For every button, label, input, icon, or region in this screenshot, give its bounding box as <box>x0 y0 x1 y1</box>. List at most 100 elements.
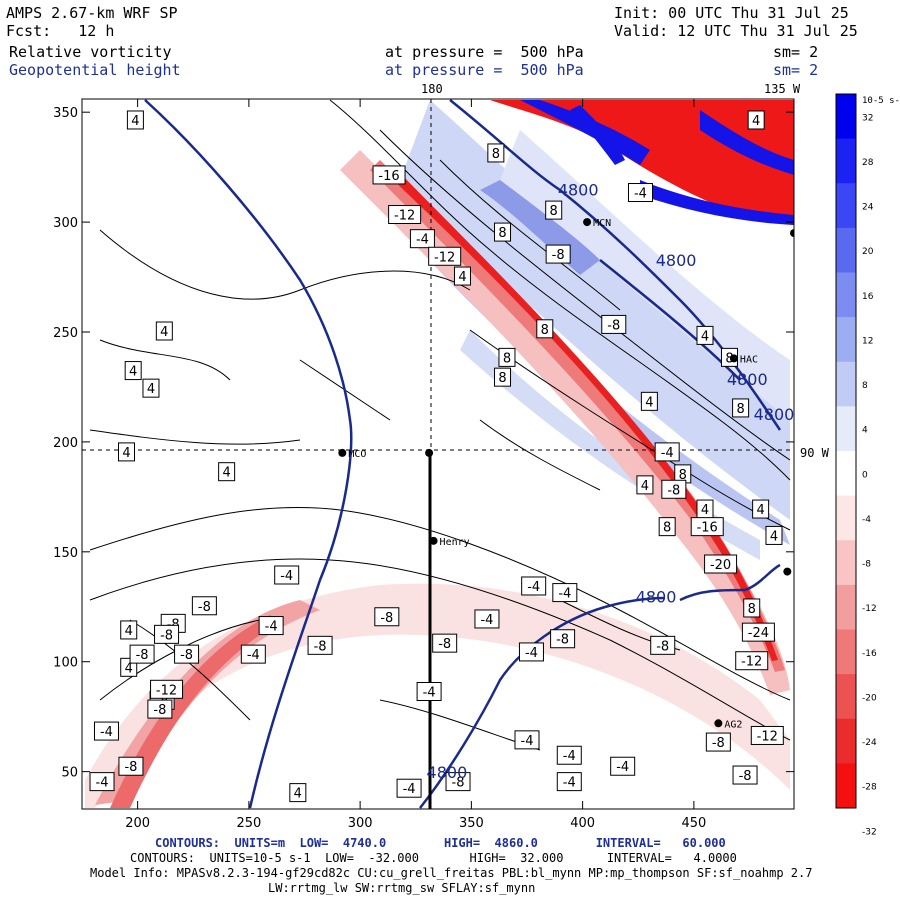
vorticity-label: 4 <box>641 479 649 494</box>
y-tick-label: 100 <box>53 656 78 671</box>
vorticity-label: -8 <box>160 628 173 643</box>
colorbar-swatch <box>836 540 856 586</box>
vorticity-label: -4 <box>563 749 576 764</box>
field1-level: at pressure = 500 hPa <box>385 43 584 61</box>
colorbar-unit: 10-5 s-1 <box>862 96 900 106</box>
y-tick-label: 150 <box>53 546 78 561</box>
vorticity-label: 4 <box>701 329 709 344</box>
colorbar-swatch <box>836 451 856 497</box>
vorticity-label: 8 <box>492 147 500 162</box>
colorbar-swatch <box>836 317 856 363</box>
height-contour-label: 4800 <box>558 181 599 200</box>
vorticity-label-box <box>545 244 571 264</box>
vorticity-label: -8 <box>438 637 451 652</box>
vorticity-label-box <box>732 398 750 418</box>
vorticity-label: -4 <box>247 648 260 663</box>
colorbar-swatch <box>836 138 856 184</box>
vorticity-label-box <box>142 378 160 398</box>
vorticity-label: -12 <box>156 683 177 698</box>
vorticity-label: 4 <box>147 382 155 397</box>
height-contour-label: 4800 <box>754 405 795 424</box>
vorticity-label-box <box>550 629 576 649</box>
height-contour-label: 4800 <box>727 370 768 389</box>
height-contour-label: 4800 <box>656 251 697 270</box>
vorticity-label: -8 <box>136 648 149 663</box>
vorticity-label-box <box>93 721 119 741</box>
vorticity-label-box <box>752 499 770 519</box>
vorticity-label-box <box>274 565 300 585</box>
colorbar-label: -24 <box>862 738 877 748</box>
vorticity-label: 8 <box>725 351 733 366</box>
colorbar-label: -28 <box>862 783 877 793</box>
vorticity-label-box <box>514 730 540 750</box>
vorticity-label: -8 <box>667 483 680 498</box>
vorticity-label: -4 <box>521 734 534 749</box>
colorbar-swatch <box>836 584 856 630</box>
vorticity-label-box <box>240 644 266 664</box>
x-tick-label: 450 <box>681 816 706 831</box>
vorticity-label-box <box>487 143 505 163</box>
lon-label-135w: 135 W <box>764 82 801 96</box>
x-tick-label: 400 <box>570 816 595 831</box>
vorticity-label-box <box>696 325 714 345</box>
vorticity-label-box <box>129 644 155 664</box>
vorticity-label-box <box>191 596 217 616</box>
vorticity-label-box <box>374 607 400 627</box>
positive-vort-band <box>420 230 790 545</box>
vorticity-label-box <box>705 732 731 752</box>
vorticity-label-box <box>556 772 582 792</box>
vorticity-label: -8 <box>552 248 565 263</box>
vorticity-label-box <box>690 517 724 537</box>
vorticity-label: -16 <box>378 169 399 184</box>
vorticity-label: -4 <box>423 685 436 700</box>
vorticity-contour-info: CONTOURS: UNITS=10-5 s-1 LOW= -32.000 HI… <box>130 851 737 865</box>
vorticity-label-box <box>474 609 500 629</box>
colorbar-swatch <box>836 227 856 273</box>
vorticity-label: -8 <box>739 769 752 784</box>
model-info-2: LW:rrtmg_lw SW:rrtmg_sw SFLAY:sf_mynn <box>268 881 536 895</box>
station-marker <box>583 218 592 227</box>
station-marker <box>729 354 738 363</box>
vorticity-label: -4 <box>661 446 674 461</box>
vorticity-label: 4 <box>122 446 130 461</box>
vorticity-label-box <box>120 620 138 640</box>
vorticity-label-box <box>750 725 784 745</box>
vorticity-label-box <box>498 347 516 367</box>
vorticity-label: -12 <box>757 729 778 744</box>
colorbar-label: 0 <box>862 470 868 480</box>
strong-vort-region <box>700 110 794 175</box>
vorticity-label: -4 <box>100 725 113 740</box>
vorticity-label-box <box>545 200 563 220</box>
positive-vort-band <box>400 100 790 520</box>
vorticity-label: -12 <box>434 250 455 265</box>
forecast-hour: Fcst: 12 h <box>6 22 115 40</box>
vorticity-label: 8 <box>736 402 744 417</box>
height-contour-label: 4800 <box>427 763 468 782</box>
vorticity-label-box <box>89 772 115 792</box>
vorticity-label: -4 <box>563 776 576 791</box>
vorticity-label: -4 <box>403 782 416 797</box>
vorticity-label: -12 <box>394 209 415 224</box>
colorbar-label: -16 <box>862 649 877 659</box>
vorticity-label: -8 <box>198 600 211 615</box>
colorbar-swatch <box>836 763 856 809</box>
vorticity-label: -4 <box>558 587 571 602</box>
negative-vort-band <box>110 615 280 808</box>
y-tick-label: 50 <box>61 766 78 781</box>
vorticity-label: -4 <box>525 646 538 661</box>
vorticity-label-box <box>453 266 471 286</box>
colorbar-label: 32 <box>862 113 873 123</box>
vorticity-label-box <box>735 651 769 671</box>
field2-level: at pressure = 500 hPa <box>385 61 584 79</box>
vorticity-label-box <box>741 622 775 642</box>
colorbar-swatch <box>836 718 856 764</box>
plot-frame <box>81 98 795 810</box>
vorticity-label-box <box>654 442 680 462</box>
vorticity-label-box <box>409 229 435 249</box>
colorbar-frame <box>835 93 857 809</box>
vorticity-label: -4 <box>96 776 109 791</box>
vorticity-label: 4 <box>222 466 230 481</box>
colorbar-swatch <box>836 183 856 229</box>
vorticity-label-box <box>150 679 184 699</box>
x-tick-label: 300 <box>348 816 373 831</box>
